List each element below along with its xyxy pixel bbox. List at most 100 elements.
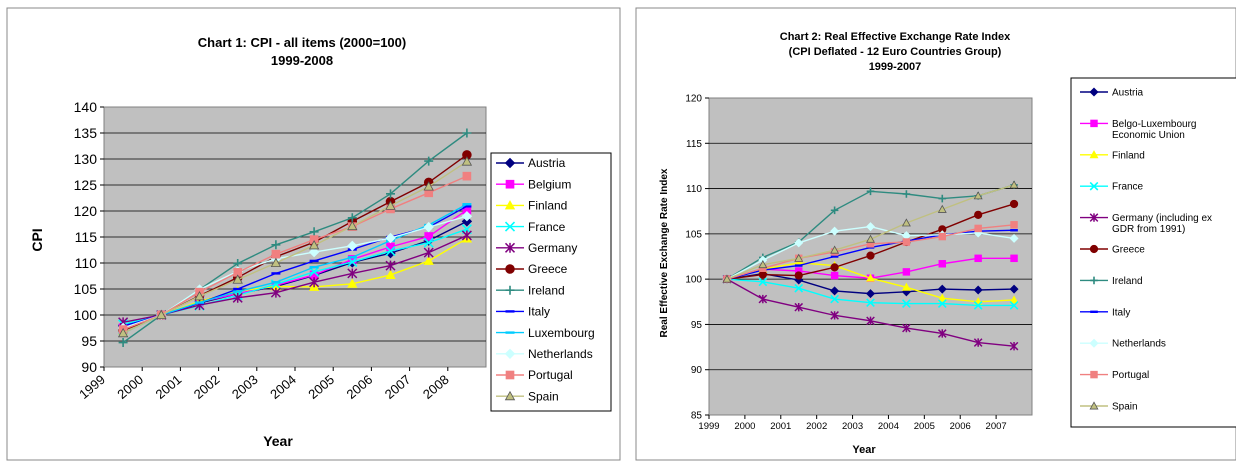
chart-2-legend-marker (1089, 401, 1099, 410)
chart-2-point (902, 299, 911, 308)
chart-1-legend-marker (504, 157, 516, 169)
chart-2-point (866, 234, 875, 243)
chart-1-point (461, 210, 473, 222)
chart-1-ytick-label: 110 (75, 255, 98, 271)
chart-2-point (794, 238, 804, 248)
chart-1-legend-marker (504, 200, 516, 210)
chart-1-legend-label: Portugal (528, 368, 573, 382)
chart-1-point (156, 309, 167, 320)
chart-2-point (974, 210, 983, 219)
chart-1-point (271, 249, 281, 259)
chart-1-point (423, 237, 434, 248)
chart-2-point (901, 218, 911, 227)
chart-1-point (309, 277, 320, 288)
chart-2-point (1009, 295, 1019, 304)
chart-2-ytick-label: 110 (686, 184, 702, 195)
chart-1-title: Chart 1: CPI - all items (2000=100) (198, 35, 406, 50)
chart-2-xtick-label: 2007 (986, 421, 1007, 432)
chart-2-point (1009, 341, 1019, 351)
chart-2-xtick-label: 2006 (950, 421, 971, 432)
chart-1-point (423, 181, 434, 191)
chart-2-legend-label: Portugal (1112, 370, 1149, 381)
chart-1-legend-label: Italy (528, 305, 550, 319)
chart-2-point (1010, 254, 1018, 263)
chart-2-point (1009, 233, 1019, 243)
chart-2-point (830, 271, 839, 280)
chart-2-ytick-label: 90 (691, 365, 703, 376)
chart-2-point (866, 316, 875, 326)
chart-1-point (386, 242, 395, 252)
chart-1-point (385, 269, 396, 279)
chart-1-point (232, 274, 243, 284)
chart-2-point (866, 187, 875, 196)
chart-2-point (830, 263, 839, 272)
chart-2-point (830, 206, 839, 215)
chart-2-ylabel: Real Effective Exchange Rate Index (659, 168, 670, 337)
chart-2-legend-marker (1089, 244, 1099, 254)
chart-1-point (118, 338, 128, 348)
chart-2-point (794, 271, 803, 280)
chart-1-point (308, 239, 320, 250)
chart-2-point (938, 260, 947, 268)
chart-1-point (385, 232, 396, 244)
chart-2-point (937, 329, 947, 338)
chart-2-legend-label: Greece (1112, 245, 1145, 256)
chart-1-point (117, 327, 129, 338)
chart-2-point (722, 274, 732, 283)
chart-1-xlabel: Year (263, 433, 293, 449)
chart-1-subtitle: 1999-2008 (271, 53, 333, 68)
chart-2-point (830, 286, 840, 296)
chart-1-point (347, 220, 358, 231)
chart-2-legend-label: Austria (1112, 88, 1144, 99)
chart-1-legend-marker (505, 370, 515, 380)
chart-2-legend-label: Ireland (1112, 276, 1143, 287)
chart-2-xtick-label: 2000 (734, 421, 755, 432)
chart-2-point (865, 222, 876, 232)
chart-2-xtick-label: 2005 (914, 421, 935, 432)
chart-2-legend-label: Italy (1112, 307, 1130, 318)
chart-2-ytick-label: 100 (685, 275, 702, 286)
chart-1-legend-marker (504, 390, 516, 401)
chart-1-ytick-label: 140 (74, 99, 98, 115)
chart-1-point (423, 255, 434, 265)
chart-2-ytick-label: 115 (686, 139, 702, 150)
chart-2-point (973, 301, 983, 310)
chart-1-ytick-label: 115 (75, 229, 98, 245)
chart-2-point (1010, 221, 1018, 229)
chart-2-legend-label: Germany (including ex (1112, 213, 1212, 224)
chart-2-point (974, 254, 982, 263)
chart-2-point (937, 293, 947, 302)
chart-1-point (347, 256, 358, 268)
chart-2-ytick-label: 120 (685, 94, 702, 105)
chart-2-legend-marker (1089, 338, 1099, 348)
chart-1-point (423, 221, 434, 233)
chart-2-subtitle: (CPI Deflated - 12 Euro Countries Group) (789, 46, 1002, 58)
chart-1-series-line-10 (122, 175, 468, 331)
chart-2-xtick-label: 2004 (878, 421, 899, 432)
chart-2-ytick-label: 105 (685, 229, 702, 240)
chart-2-point (830, 226, 840, 236)
chart-1-point (386, 189, 395, 199)
chart-2-point (973, 285, 983, 295)
chart-1-ytick-label: 95 (81, 333, 97, 349)
chart-2-legend-marker (1090, 119, 1098, 128)
chart-2-point (973, 338, 983, 347)
chart-2-point (794, 302, 804, 312)
chart-2-point (937, 204, 947, 213)
chart-2-point (830, 245, 840, 254)
chart-2-ytick-label: 85 (691, 411, 703, 422)
chart-1-ytick-label: 100 (74, 307, 98, 323)
chart-1-point (270, 257, 282, 268)
chart-2-ytick-label: 95 (691, 320, 703, 331)
chart-1-ytick-label: 135 (74, 125, 98, 141)
chart-2-legend-marker (1089, 181, 1099, 191)
chart-2-legend-label: France (1112, 182, 1144, 193)
chart-2-xtick-label: 1999 (698, 421, 719, 432)
chart-2-point (1009, 199, 1019, 209)
chart-2-point (866, 251, 875, 260)
chart-1-point (347, 268, 358, 279)
chart-1-ylabel: CPI (29, 228, 45, 251)
chart-1-point (385, 245, 396, 257)
chart-1-legend-label: Greece (528, 262, 568, 276)
chart-2-legend-marker (1089, 150, 1099, 159)
